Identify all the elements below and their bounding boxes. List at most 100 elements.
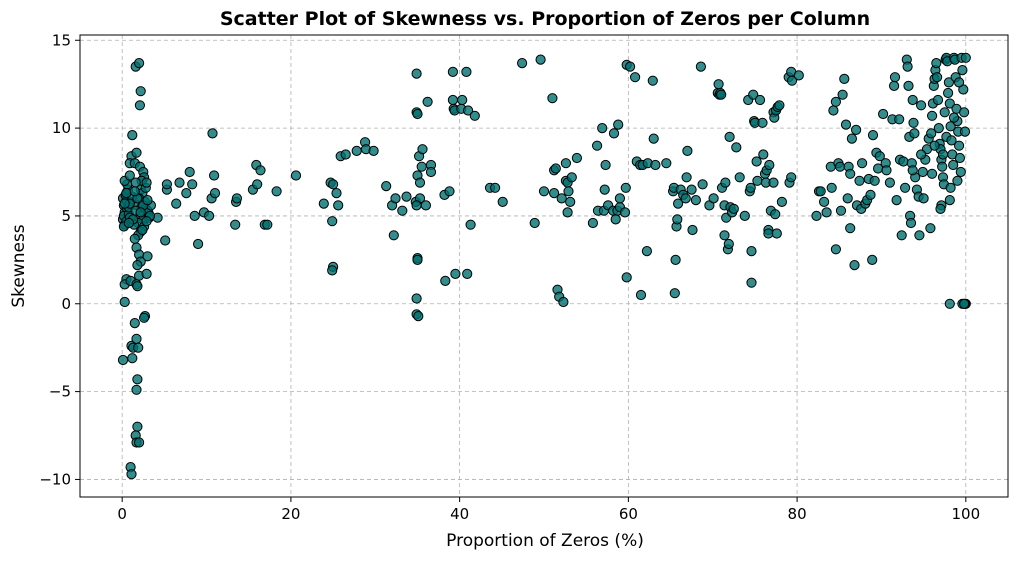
scatter-point — [331, 188, 342, 199]
scatter-point — [849, 260, 860, 271]
scatter-point — [181, 188, 192, 199]
scatter-point — [608, 128, 620, 139]
x-axis-ticks: 0 20 40 60 80 100 — [117, 497, 980, 523]
scatter-point — [132, 374, 143, 385]
scatter-point — [944, 195, 955, 206]
scatter-point — [943, 77, 955, 88]
scatter-point — [776, 196, 788, 207]
scatter-point — [465, 219, 476, 230]
scatter-point — [469, 110, 480, 121]
scatter-point — [142, 195, 153, 206]
scatter-point — [388, 230, 399, 241]
scatter-point — [207, 128, 218, 139]
scatter-point — [529, 217, 540, 229]
scatter-point — [914, 230, 925, 241]
scatter-point — [621, 272, 632, 283]
scatter-point — [397, 205, 408, 216]
scatter-point — [948, 112, 960, 123]
scatter-point — [954, 77, 965, 88]
scatter-point — [745, 182, 756, 193]
scatter-point — [857, 158, 868, 169]
scatter-point — [132, 260, 143, 271]
scatter-point — [592, 140, 603, 151]
scatter-point — [619, 207, 631, 218]
scatter-point — [952, 175, 963, 186]
scatter-point — [135, 86, 146, 97]
scatter-point — [837, 89, 848, 100]
scatter-point — [134, 100, 145, 111]
scatter-point — [681, 172, 692, 183]
scatter-point — [381, 181, 392, 192]
scatter-point — [720, 177, 731, 188]
scatter-point — [763, 228, 774, 239]
scatter-point — [193, 238, 204, 250]
scatter-point — [447, 66, 458, 78]
scatter-point — [368, 145, 379, 156]
scatter-point — [948, 159, 959, 171]
scatter-point — [909, 128, 920, 139]
scatter-point — [137, 224, 148, 236]
scatter-point — [457, 94, 468, 106]
scatter-point — [119, 198, 130, 209]
scatter-point — [713, 79, 724, 90]
scatter-point — [390, 193, 401, 204]
x-tick-label: 40 — [450, 505, 469, 523]
scatter-point — [131, 147, 142, 158]
scatter-point — [252, 179, 263, 190]
scatter-point — [793, 70, 804, 81]
scatter-point — [647, 75, 658, 86]
scatter-point — [444, 186, 455, 197]
y-tick-label: 5 — [61, 207, 71, 225]
scatter-point — [126, 469, 137, 480]
scatter-point — [318, 198, 329, 209]
grid-lines — [80, 35, 1008, 497]
scatter-point — [535, 54, 546, 65]
scatter-point — [690, 195, 702, 206]
scatter-point — [926, 128, 937, 139]
scatter-point — [271, 186, 282, 197]
scatter-point — [746, 246, 757, 257]
y-tick-label: 15 — [52, 31, 71, 49]
scatter-point — [889, 72, 901, 83]
scatter-point — [630, 72, 641, 83]
scatter-point — [209, 188, 221, 199]
scatter-point — [135, 207, 146, 218]
data-points — [117, 52, 971, 480]
y-axis-label: Skewness — [9, 224, 29, 307]
scatter-point — [955, 166, 966, 178]
scatter-point — [141, 268, 152, 279]
scatter-point — [462, 268, 473, 279]
scatter-point — [916, 149, 927, 160]
scatter-point — [538, 186, 550, 197]
x-tick-label: 80 — [788, 505, 807, 523]
scatter-point — [746, 277, 757, 288]
scatter-point — [716, 89, 727, 100]
scatter-point — [160, 235, 171, 246]
scatter-point — [558, 296, 569, 308]
scatter-point — [141, 216, 152, 227]
scatter-point — [333, 200, 344, 211]
scatter-point — [121, 188, 132, 199]
y-tick-label: 0 — [61, 295, 71, 313]
scatter-point — [625, 61, 636, 72]
x-tick-label: 0 — [117, 505, 127, 523]
scatter-point — [811, 210, 822, 221]
scatter-point — [124, 170, 135, 181]
scatter-point — [450, 268, 461, 279]
scatter-point — [620, 182, 631, 193]
scatter-point — [954, 152, 966, 164]
scatter-point — [447, 94, 458, 106]
scatter-point — [129, 186, 140, 197]
scatter-point — [902, 61, 913, 72]
scatter-point — [752, 175, 763, 186]
scatter-point — [708, 193, 719, 204]
scatter-point — [929, 140, 940, 151]
scatter-point — [786, 172, 797, 183]
scatter-point — [411, 68, 422, 79]
scatter-point — [898, 156, 909, 167]
scatter-point — [414, 177, 426, 188]
scatter-point — [204, 210, 215, 221]
scatter-point — [425, 166, 437, 178]
scatter-point — [132, 281, 143, 292]
scatter-point — [187, 179, 198, 190]
